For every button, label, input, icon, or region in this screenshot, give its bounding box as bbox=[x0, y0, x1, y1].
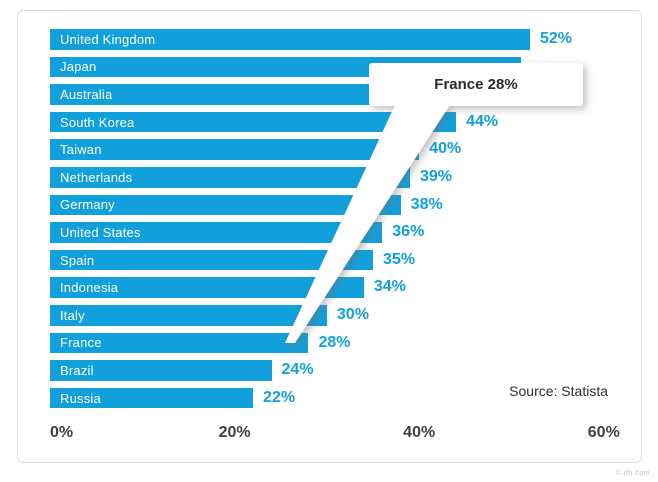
bar[interactable]: Japan bbox=[50, 56, 521, 78]
bar-category-label: Australia bbox=[60, 86, 113, 102]
x-axis-tick-label: 40% bbox=[403, 424, 436, 441]
bar-category-label: Italy bbox=[60, 307, 85, 323]
bar-value-label: 24% bbox=[281, 361, 314, 379]
bar-category-label: Germany bbox=[60, 197, 115, 213]
bar[interactable]: Taiwan bbox=[50, 139, 420, 160]
bar-value-label: 39% bbox=[419, 168, 452, 185]
bar[interactable]: Australia bbox=[50, 84, 494, 105]
bar-category-label: United Kingdom bbox=[60, 31, 156, 47]
bar-value-label: 30% bbox=[336, 306, 369, 323]
bar[interactable]: Germany bbox=[50, 194, 401, 216]
bar-category-label: Russia bbox=[60, 390, 101, 406]
bar[interactable]: United Kingdom bbox=[50, 29, 530, 50]
bar[interactable]: Brazil bbox=[50, 360, 272, 381]
source-label: Source: Statista bbox=[509, 383, 608, 399]
bar-value-label: 34% bbox=[373, 278, 406, 296]
x-axis-tick-label: 20% bbox=[218, 424, 251, 441]
bar-value-label: 28% bbox=[318, 333, 351, 351]
bar-category-label: Japan bbox=[60, 59, 97, 75]
bar-category-label: Netherlands bbox=[60, 169, 133, 185]
watermark: © ifh.com bbox=[615, 470, 650, 477]
bar-category-label: Taiwan bbox=[60, 142, 102, 158]
x-axis-tick-label: 60% bbox=[587, 424, 620, 441]
bar-value-label: 22% bbox=[263, 388, 296, 406]
bar-value-label: 36% bbox=[392, 223, 425, 241]
bar[interactable]: Spain bbox=[50, 249, 374, 271]
bar-category-label: France bbox=[60, 335, 102, 351]
bar[interactable]: Italy bbox=[50, 305, 327, 326]
bar-value-label: 38% bbox=[410, 195, 443, 213]
bar-value-label: 35% bbox=[383, 250, 416, 268]
x-axis-tick-label: 0% bbox=[50, 424, 74, 441]
bar-category-label: United States bbox=[60, 224, 141, 240]
bar[interactable]: Russia bbox=[50, 387, 254, 409]
bar-category-label: Spain bbox=[60, 252, 95, 268]
bar[interactable]: Indonesia bbox=[50, 277, 364, 298]
bar-category-label: Indonesia bbox=[60, 280, 119, 296]
bar-value-label: 44% bbox=[466, 112, 499, 130]
bar-category-label: Brazil bbox=[60, 362, 94, 378]
bar[interactable]: United States bbox=[50, 222, 383, 243]
bar-value-label: 52% bbox=[539, 30, 572, 47]
bar-category-label: South Korea bbox=[60, 114, 135, 130]
bar[interactable]: Netherlands bbox=[50, 167, 410, 188]
bar[interactable]: France bbox=[50, 332, 309, 354]
bar-value-label: 40% bbox=[429, 140, 462, 158]
bar[interactable]: South Korea bbox=[50, 111, 457, 133]
